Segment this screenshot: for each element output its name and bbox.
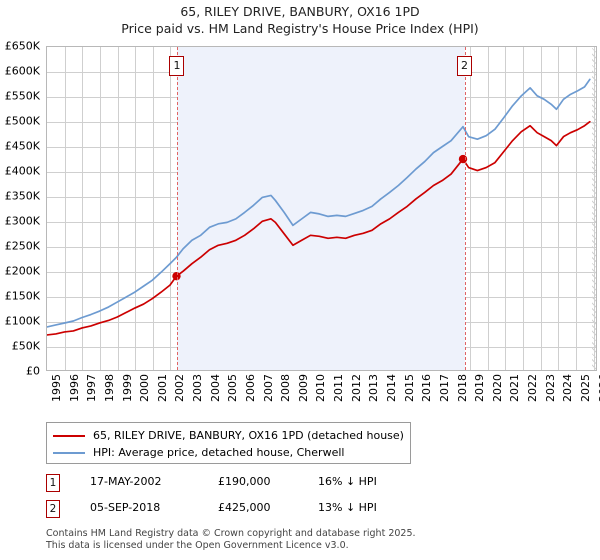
transaction-marker-line [464,47,466,370]
x-axis-tick-label: 2023 [543,374,557,402]
x-axis-tick-label: 2000 [138,374,152,402]
x-axis-tick-label: 2018 [455,374,469,402]
x-axis-tick-label: 2015 [402,374,416,402]
x-axis-tick-label: 2004 [208,374,222,402]
x-axis-tick-label: 2006 [243,374,257,402]
legend-item-hpi: HPI: Average price, detached house, Cher… [53,444,404,461]
x-axis-tick-label: 2026 [596,374,600,402]
x-axis-tick-label: 2024 [561,374,575,402]
transaction-marker-flag[interactable]: 1 [169,56,185,76]
transaction-point[interactable] [458,154,468,164]
footer-attribution: Contains HM Land Registry data © Crown c… [46,528,586,551]
legend-label-price-paid: 65, RILEY DRIVE, BANBURY, OX16 1PD (deta… [93,429,404,442]
y-axis-tick-label: £350K [4,189,40,203]
gridline-vertical [540,47,542,370]
gridline-vertical [505,47,507,370]
legend-label-hpi: HPI: Average price, detached house, Cher… [93,446,345,459]
transaction-hpi-delta: 13% ↓ HPI [318,501,377,514]
y-axis-labels: £0 £50K £100K £150K £200K £250K £300K £350K £400… [0,40,44,378]
x-axis-tick-label: 2002 [173,374,187,402]
transaction-index-badge: 2 [46,500,60,518]
legend-swatch-hpi [53,451,85,454]
x-axis-tick-label: 2013 [367,374,381,402]
gridline-vertical [82,47,84,370]
transaction-hpi-delta: 16% ↓ HPI [318,475,377,488]
transaction-date: 05-SEP-2018 [90,501,161,514]
gridline-vertical [117,47,119,370]
x-axis-tick-label: 2007 [261,374,275,402]
y-axis-tick-label: £400K [4,164,40,178]
x-axis-tick-label: 2022 [526,374,540,402]
y-axis-tick-label: £100K [4,314,40,328]
table-row[interactable]: 2 05-SEP-2018 £425,000 13% ↓ HPI [46,498,466,524]
gridline-vertical [170,47,172,370]
transaction-date: 17-MAY-2002 [90,475,162,488]
page-title: 65, RILEY DRIVE, BANBURY, OX16 1PD [180,4,420,19]
x-axis-tick-label: 1997 [85,374,99,402]
transaction-index-badge: 1 [46,474,60,492]
legend: 65, RILEY DRIVE, BANBURY, OX16 1PD (deta… [46,422,411,464]
x-axis-tick-label: 2005 [226,374,240,402]
table-row[interactable]: 1 17-MAY-2002 £190,000 16% ↓ HPI [46,472,466,498]
gridline-vertical [99,47,101,370]
y-axis-tick-label: £600K [4,64,40,78]
y-axis-tick-label: £300K [4,214,40,228]
y-axis-tick-label: £550K [4,89,40,103]
y-axis-tick-label: £450K [4,139,40,153]
y-axis-tick-label: £150K [4,289,40,303]
page-subtitle: Price paid vs. HM Land Registry's House … [121,21,479,36]
y-axis-tick-label: £250K [4,239,40,253]
gridline-vertical [152,47,154,370]
x-axis-tick-label: 2008 [279,374,293,402]
x-axis-tick-label: 2020 [490,374,504,402]
transaction-marker-line [176,47,178,370]
x-axis-tick-label: 2025 [578,374,592,402]
gridline-vertical [135,47,137,370]
footer-line-2: This data is licensed under the Open Gov… [46,539,349,551]
x-axis-tick-label: 1999 [120,374,134,402]
gridline-vertical [558,47,560,370]
x-axis-tick-label: 2003 [191,374,205,402]
transaction-price: £425,000 [218,501,271,514]
series-line [47,78,591,328]
y-axis-tick-label: £50K [11,339,40,353]
gridline-vertical [487,47,489,370]
y-axis-tick-label: £0 [26,364,40,378]
x-axis-tick-label: 2019 [473,374,487,402]
ownership-span-shading [176,47,465,370]
transaction-point[interactable] [172,271,181,281]
x-axis-tick-label: 1998 [102,374,116,402]
y-axis-tick-label: £650K [4,39,40,53]
transaction-price: £190,000 [218,475,271,488]
x-axis-tick-label: 1996 [67,374,81,402]
x-axis-tick-label: 2012 [349,374,363,402]
y-axis-tick-label: £500K [4,114,40,128]
y-axis-tick-label: £200K [4,264,40,278]
x-axis-tick-label: 2014 [385,374,398,402]
x-axis-tick-label: 2011 [332,374,346,402]
x-axis-tick-label: 2010 [314,374,328,402]
x-axis-tick-label: 2016 [420,374,434,402]
x-axis-tick-label: 2001 [155,374,169,402]
x-axis-tick-label: 1995 [50,374,63,402]
gridline-vertical [523,47,525,370]
x-axis-labels: 1995 1996 1997 1998 1999 2000 2001 2002 2003 2004… [46,374,600,416]
gridline-vertical [470,47,472,370]
x-axis-tick-label: 2017 [437,374,451,402]
footer-line-1: Contains HM Land Registry data © Crown c… [46,528,416,539]
x-axis-tick-label: 2021 [508,374,522,402]
gridline-vertical [575,47,577,370]
series-line [47,120,591,336]
series-lines [47,78,591,336]
gridline-vertical [64,47,66,370]
x-axis-tick-label: 2009 [296,374,310,402]
legend-swatch-price-paid [53,434,85,437]
incomplete-period-hatching [591,47,596,370]
legend-item-price-paid: 65, RILEY DRIVE, BANBURY, OX16 1PD (deta… [53,427,404,444]
transactions-table: 1 17-MAY-2002 £190,000 16% ↓ HPI 2 05-SEP-201… [46,472,466,524]
transaction-marker-flag[interactable]: 2 [457,56,473,76]
